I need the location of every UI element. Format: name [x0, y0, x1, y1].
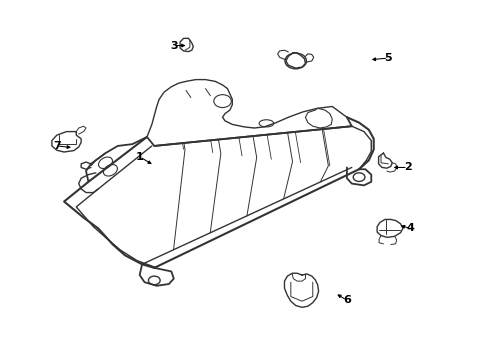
Text: 5: 5	[384, 53, 391, 63]
Text: 2: 2	[403, 162, 411, 172]
Text: 7: 7	[53, 141, 61, 151]
Text: 1: 1	[136, 152, 143, 162]
Text: 4: 4	[406, 224, 413, 233]
Text: 6: 6	[342, 295, 350, 305]
Text: 3: 3	[170, 41, 177, 50]
